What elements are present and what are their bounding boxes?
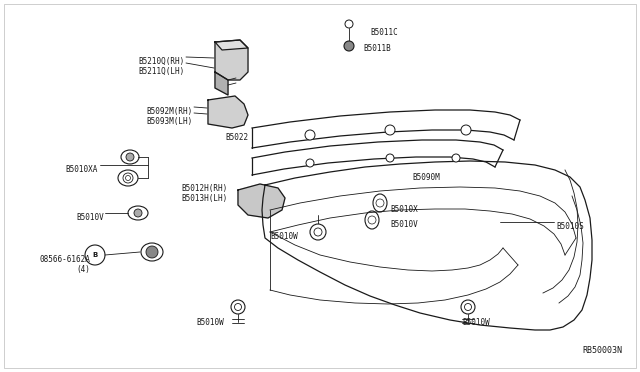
Text: B5210Q(RH)
B5211Q(LH): B5210Q(RH) B5211Q(LH) <box>139 57 185 76</box>
Circle shape <box>452 154 460 162</box>
Text: B5011B: B5011B <box>363 44 391 53</box>
Circle shape <box>386 154 394 162</box>
Text: B5011C: B5011C <box>370 28 397 37</box>
Text: B5012H(RH)
B5013H(LH): B5012H(RH) B5013H(LH) <box>182 184 228 203</box>
Circle shape <box>126 153 134 161</box>
Circle shape <box>305 130 315 140</box>
Polygon shape <box>208 96 248 128</box>
Text: RB50003N: RB50003N <box>582 346 622 355</box>
Text: B5010XA: B5010XA <box>66 165 98 174</box>
Circle shape <box>344 41 354 51</box>
Text: B5010V: B5010V <box>76 213 104 222</box>
Text: B5010W: B5010W <box>196 318 224 327</box>
Circle shape <box>461 125 471 135</box>
Polygon shape <box>215 40 248 80</box>
Text: B5010W: B5010W <box>462 318 490 327</box>
Text: B5010X: B5010X <box>390 205 418 214</box>
Circle shape <box>146 246 158 258</box>
Text: B: B <box>92 252 98 258</box>
Polygon shape <box>215 72 228 95</box>
Text: B5010V: B5010V <box>390 220 418 229</box>
Circle shape <box>231 300 245 314</box>
Circle shape <box>385 125 395 135</box>
Polygon shape <box>215 40 248 50</box>
Circle shape <box>306 159 314 167</box>
Text: B5092M(RH)
B5093M(LH): B5092M(RH) B5093M(LH) <box>147 107 193 126</box>
Circle shape <box>134 209 142 217</box>
Polygon shape <box>238 184 285 218</box>
Text: B5010S: B5010S <box>556 222 584 231</box>
Circle shape <box>461 300 475 314</box>
Circle shape <box>310 224 326 240</box>
Text: 08566-6162A
(4): 08566-6162A (4) <box>39 255 90 275</box>
Circle shape <box>123 173 133 183</box>
Text: B5022: B5022 <box>225 133 248 142</box>
Text: B5010W: B5010W <box>270 232 298 241</box>
Text: B5090M: B5090M <box>412 173 440 182</box>
